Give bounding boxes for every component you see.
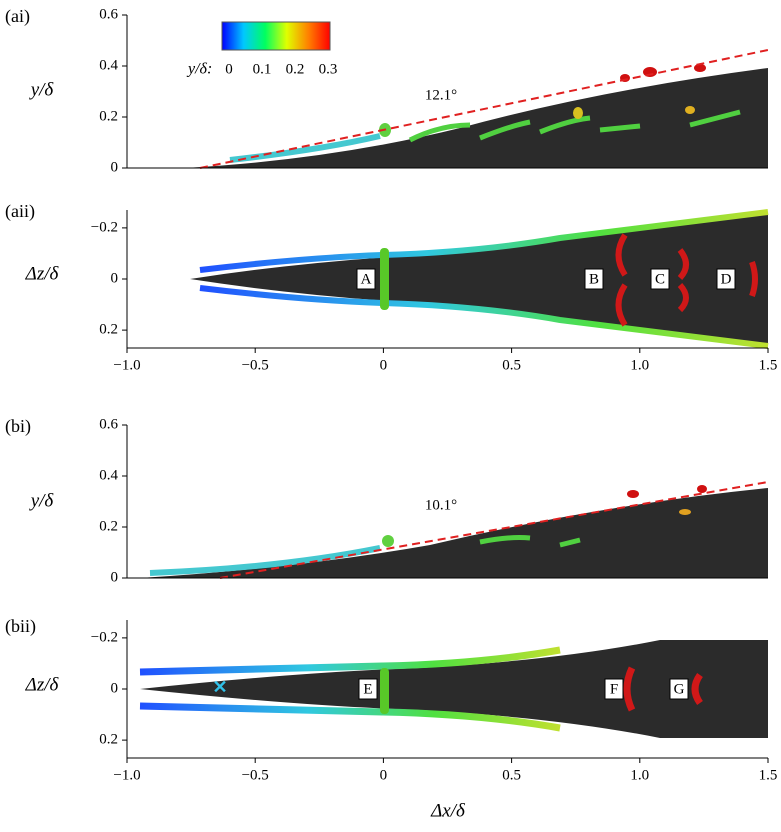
x-tick-label: −1.0 — [113, 357, 140, 373]
annotation: G — [674, 681, 685, 697]
y-tick-label: 0.6 — [99, 6, 118, 22]
x-tick-label: 0 — [380, 767, 388, 783]
annotation: D — [721, 271, 732, 287]
rendering-bii: ✕ — [139, 640, 768, 738]
y-axis-label: Δz/δ — [25, 263, 60, 284]
x-tick-label: 0.5 — [502, 767, 521, 783]
x-tick-label: −0.5 — [242, 357, 269, 373]
colorbar-tick-label: 0.3 — [319, 61, 338, 77]
y-tick-label: 0.4 — [99, 57, 118, 73]
panel-label: (bii) — [5, 616, 36, 637]
annotation: 10.1° — [425, 497, 457, 513]
annotation: 12.1° — [425, 87, 457, 103]
panel-label: (ai) — [5, 6, 30, 27]
x-tick-label: 1.0 — [630, 767, 649, 783]
annotation-box — [650, 268, 670, 290]
annotation-box — [604, 678, 624, 700]
x-tick-label: 0.5 — [502, 357, 521, 373]
x-tick-label: 0 — [380, 357, 388, 373]
y-tick-label: 0.2 — [99, 322, 118, 338]
y-axis-label: y/δ — [29, 490, 55, 511]
colorbar-tick-label: 0.1 — [253, 61, 272, 77]
annotation: A — [361, 271, 372, 287]
colorbar — [221, 21, 331, 51]
rendering-bi — [140, 481, 769, 579]
svg-text:✕: ✕ — [212, 677, 227, 697]
y-tick-label: −0.2 — [91, 219, 118, 235]
y-tick-label: 0 — [111, 159, 119, 175]
y-tick-label: 0 — [111, 680, 119, 696]
x-axis-label: Δx/δ — [430, 800, 466, 821]
rendering-ai — [185, 49, 769, 169]
annotation: E — [363, 681, 372, 697]
panel-label: (bi) — [5, 416, 31, 437]
annotation: B — [589, 271, 599, 287]
x-tick-label: 1.5 — [759, 357, 778, 373]
y-axis-label: y/δ — [29, 79, 55, 100]
y-tick-label: 0 — [111, 569, 119, 585]
x-tick-label: 1.0 — [630, 357, 649, 373]
annotation-box — [716, 268, 736, 290]
annotation-box — [669, 678, 689, 700]
x-tick-label: 1.5 — [759, 767, 778, 783]
colorbar-label: y/δ: — [186, 61, 212, 78]
y-tick-label: 0.6 — [99, 416, 118, 432]
y-axis-label: Δz/δ — [25, 674, 60, 695]
y-tick-label: 0.2 — [99, 518, 118, 534]
panel-label: (aii) — [5, 201, 35, 222]
colorbar-tick-label: 0 — [225, 61, 233, 77]
annotation-box — [358, 678, 378, 700]
x-tick-label: −1.0 — [113, 767, 140, 783]
annotation-box — [584, 268, 604, 290]
y-tick-label: 0.2 — [99, 108, 118, 124]
y-tick-label: 0 — [111, 270, 119, 286]
annotation: C — [655, 271, 665, 287]
rendering-aii — [190, 209, 769, 349]
y-tick-label: −0.2 — [91, 629, 118, 645]
colorbar-tick-label: 0.2 — [286, 61, 305, 77]
annotation-box — [356, 268, 376, 290]
y-tick-label: 0.2 — [99, 732, 118, 748]
x-tick-label: −0.5 — [242, 767, 269, 783]
y-tick-label: 0.4 — [99, 467, 118, 483]
annotation: F — [610, 681, 618, 697]
